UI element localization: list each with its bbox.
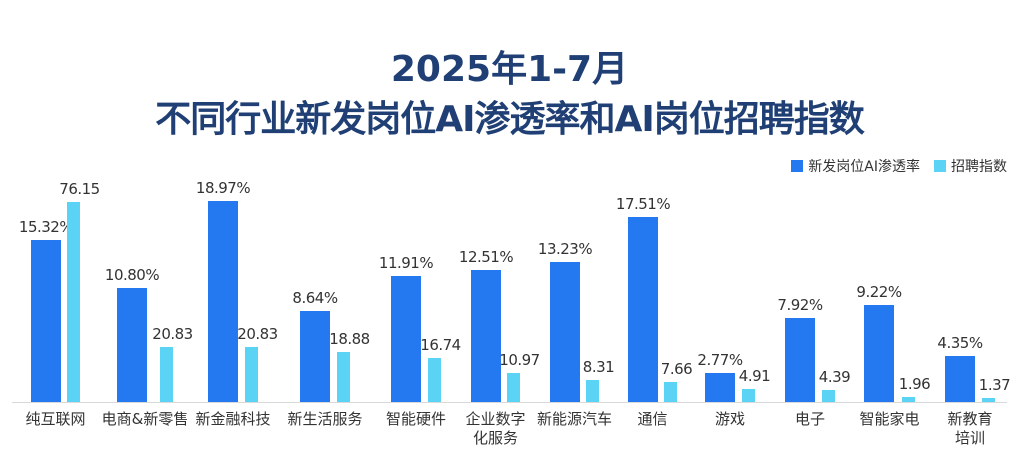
x-axis-category-label: 电商&新零售 bbox=[101, 410, 189, 428]
legend-item-penetration[interactable]: 新发岗位AI渗透率 bbox=[791, 156, 920, 176]
bar-label-penetration: 8.64% bbox=[292, 288, 338, 307]
bar-penetration[interactable] bbox=[471, 269, 501, 402]
bar-label-penetration: 4.35% bbox=[937, 334, 983, 353]
bar-label-recruit-index: 18.88 bbox=[329, 330, 370, 349]
bar-recruit-index[interactable] bbox=[428, 357, 441, 402]
bar-penetration[interactable] bbox=[864, 304, 894, 402]
bar-recruit-index[interactable] bbox=[664, 381, 677, 402]
legend-swatch-recruit-index-icon bbox=[934, 160, 946, 172]
bar-penetration[interactable] bbox=[300, 310, 330, 402]
bar-label-recruit-index: 10.97 bbox=[499, 351, 540, 370]
bar-penetration[interactable] bbox=[945, 356, 975, 402]
x-axis-category-label: 新教育 培训 bbox=[947, 410, 993, 447]
bar-penetration[interactable] bbox=[208, 201, 238, 402]
legend-item-recruit-index[interactable]: 招聘指数 bbox=[934, 156, 1007, 176]
chart-title-line2: 不同行业新发岗位AI渗透率和AI岗位招聘指数 bbox=[155, 99, 865, 140]
bar-label-penetration: 12.51% bbox=[458, 247, 514, 266]
bar-label-recruit-index: 20.83 bbox=[152, 325, 193, 344]
bar-label-recruit-index: 16.74 bbox=[420, 335, 461, 354]
bar-label-penetration: 18.97% bbox=[195, 179, 251, 198]
bar-label-penetration: 7.92% bbox=[777, 296, 823, 315]
bar-penetration[interactable] bbox=[391, 276, 421, 402]
bar-label-recruit-index: 1.37 bbox=[978, 376, 1011, 395]
bar-penetration[interactable] bbox=[705, 372, 735, 402]
legend-swatch-penetration-icon bbox=[791, 160, 804, 172]
bar-recruit-index[interactable] bbox=[507, 373, 520, 402]
x-axis-category-label: 通信 bbox=[637, 410, 668, 428]
x-axis-category-label: 纯互联网 bbox=[25, 410, 86, 428]
bar-label-recruit-index: 8.31 bbox=[582, 358, 615, 377]
bar-label-recruit-index: 76.15 bbox=[59, 179, 100, 198]
bar-penetration[interactable] bbox=[117, 287, 147, 402]
bar-recruit-index[interactable] bbox=[982, 398, 995, 402]
bar-penetration[interactable] bbox=[31, 240, 61, 402]
bar-label-recruit-index: 1.96 bbox=[898, 374, 931, 393]
x-axis-category-label: 新金融科技 bbox=[195, 410, 271, 428]
bar-label-penetration: 17.51% bbox=[615, 194, 671, 213]
bar-label-penetration: 2.77% bbox=[697, 350, 743, 369]
x-axis-category-label: 电子 bbox=[794, 410, 826, 428]
bar-recruit-index[interactable] bbox=[822, 390, 835, 402]
bar-label-penetration: 10.80% bbox=[104, 265, 160, 284]
bar-penetration[interactable] bbox=[550, 262, 580, 402]
x-axis-category-label: 智能硬件 bbox=[385, 410, 447, 428]
bar-label-recruit-index: 4.91 bbox=[738, 367, 771, 386]
bar-recruit-index[interactable] bbox=[586, 380, 599, 402]
bar-recruit-index[interactable] bbox=[245, 347, 258, 402]
x-axis-category-label: 游戏 bbox=[714, 410, 746, 428]
bar-label-penetration: 13.23% bbox=[537, 240, 593, 259]
bar-penetration[interactable] bbox=[785, 318, 815, 402]
x-axis-category-label: 新能源汽车 bbox=[536, 410, 613, 428]
legend-label-penetration: 新发岗位AI渗透率 bbox=[808, 159, 920, 175]
bar-recruit-index[interactable] bbox=[160, 347, 173, 402]
bar-recruit-index[interactable] bbox=[902, 396, 915, 402]
bar-label-recruit-index: 4.39 bbox=[818, 368, 851, 387]
bar-label-recruit-index: 7.66 bbox=[660, 359, 693, 378]
x-axis-category-label: 企业数字 化服务 bbox=[465, 410, 526, 447]
bar-recruit-index[interactable] bbox=[337, 352, 350, 402]
bar-label-penetration: 11.91% bbox=[378, 254, 434, 273]
bar-penetration[interactable] bbox=[628, 216, 658, 402]
x-axis-category-label: 智能家电 bbox=[859, 410, 920, 428]
x-axis-category-label: 新生活服务 bbox=[287, 410, 363, 428]
chart-title-line1: 2025年1-7月 bbox=[390, 49, 629, 90]
bar-recruit-index[interactable] bbox=[742, 389, 755, 402]
bar-recruit-index[interactable] bbox=[67, 201, 80, 402]
x-axis-line bbox=[12, 402, 1007, 403]
legend-label-recruit-index: 招聘指数 bbox=[951, 159, 1007, 175]
bar-label-penetration: 9.22% bbox=[856, 282, 902, 301]
bar-label-recruit-index: 20.83 bbox=[237, 325, 278, 344]
legend: 新发岗位AI渗透率 招聘指数 bbox=[791, 156, 1007, 176]
bar-label-penetration: 15.32% bbox=[18, 218, 74, 237]
